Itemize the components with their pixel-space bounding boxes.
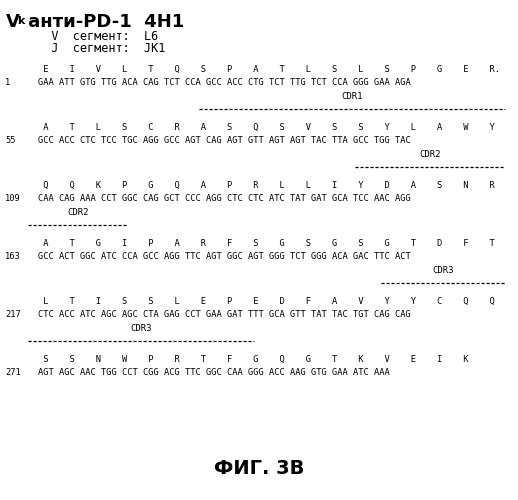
Text: k: k xyxy=(17,16,24,26)
Text: 109: 109 xyxy=(5,194,21,203)
Text: анти-PD-1  4H1: анти-PD-1 4H1 xyxy=(22,13,184,31)
Text: ФИГ. 3В: ФИГ. 3В xyxy=(214,459,304,478)
Text: CDR1: CDR1 xyxy=(341,92,363,101)
Text: 55: 55 xyxy=(5,136,16,145)
Text: GCC ACT GGC ATC CCA GCC AGG TTC AGT GGC AGT GGG TCT GGG ACA GAC TTC ACT: GCC ACT GGC ATC CCA GCC AGG TTC AGT GGC … xyxy=(38,252,411,261)
Text: GCC ACC CTC TCC TGC AGG GCC AGT CAG AGT GTT AGT AGT TAC TTA GCC TGG TAC: GCC ACC CTC TCC TGC AGG GCC AGT CAG AGT … xyxy=(38,136,411,145)
Text: CAA CAG AAA CCT GGC CAG GCT CCC AGG CTC CTC ATC TAT GAT GCA TCC AAC AGG: CAA CAG AAA CCT GGC CAG GCT CCC AGG CTC … xyxy=(38,194,411,203)
Text: A    T    G    I    P    A    R    F    S    G    S    G    S    G    T    D    : A T G I P A R F S G S G S G T D xyxy=(38,239,495,248)
Text: E    I    V    L    T    Q    S    P    A    T    L    S    L    S    P    G    : E I V L T Q S P A T L S L S P G xyxy=(38,65,500,74)
Text: 271: 271 xyxy=(5,368,21,377)
Text: V  сегмент:  L6: V сегмент: L6 xyxy=(30,30,159,43)
Text: V: V xyxy=(6,13,20,31)
Text: 217: 217 xyxy=(5,310,21,319)
Text: 1: 1 xyxy=(5,78,10,87)
Text: CDR3: CDR3 xyxy=(432,266,454,275)
Text: A    T    L    S    C    R    A    S    Q    S    V    S    S    Y    L    A    : A T L S C R A S Q S V S S Y L A xyxy=(38,123,495,132)
Text: GAA ATT GTG TTG ACA CAG TCT CCA GCC ACC CTG TCT TTG TCT CCA GGG GAA AGA: GAA ATT GTG TTG ACA CAG TCT CCA GCC ACC … xyxy=(38,78,411,87)
Text: AGT AGC AAC TGG CCT CGG ACG TTC GGC CAA GGG ACC AAG GTG GAA ATC AAA: AGT AGC AAC TGG CCT CGG ACG TTC GGC CAA … xyxy=(38,368,390,377)
Text: L    T    I    S    S    L    E    P    E    D    F    A    V    Y    Y    C    : L T I S S L E P E D F A V Y Y C xyxy=(38,297,495,306)
Text: 163: 163 xyxy=(5,252,21,261)
Text: CDR3: CDR3 xyxy=(131,324,152,333)
Text: CDR2: CDR2 xyxy=(67,208,89,217)
Text: J  сегмент:  JK1: J сегмент: JK1 xyxy=(30,42,165,55)
Text: S    S    N    W    P    R    T    F    G    Q    G    T    K    V    E    I    : S S N W P R T F G Q G T K V E I xyxy=(38,355,468,364)
Text: Q    Q    K    P    G    Q    A    P    R    L    L    I    Y    D    A    S    : Q Q K P G Q A P R L L I Y D A S xyxy=(38,181,495,190)
Text: CDR2: CDR2 xyxy=(419,150,441,159)
Text: CTC ACC ATC AGC AGC CTA GAG CCT GAA GAT TTT GCA GTT TAT TAC TGT CAG CAG: CTC ACC ATC AGC AGC CTA GAG CCT GAA GAT … xyxy=(38,310,411,319)
